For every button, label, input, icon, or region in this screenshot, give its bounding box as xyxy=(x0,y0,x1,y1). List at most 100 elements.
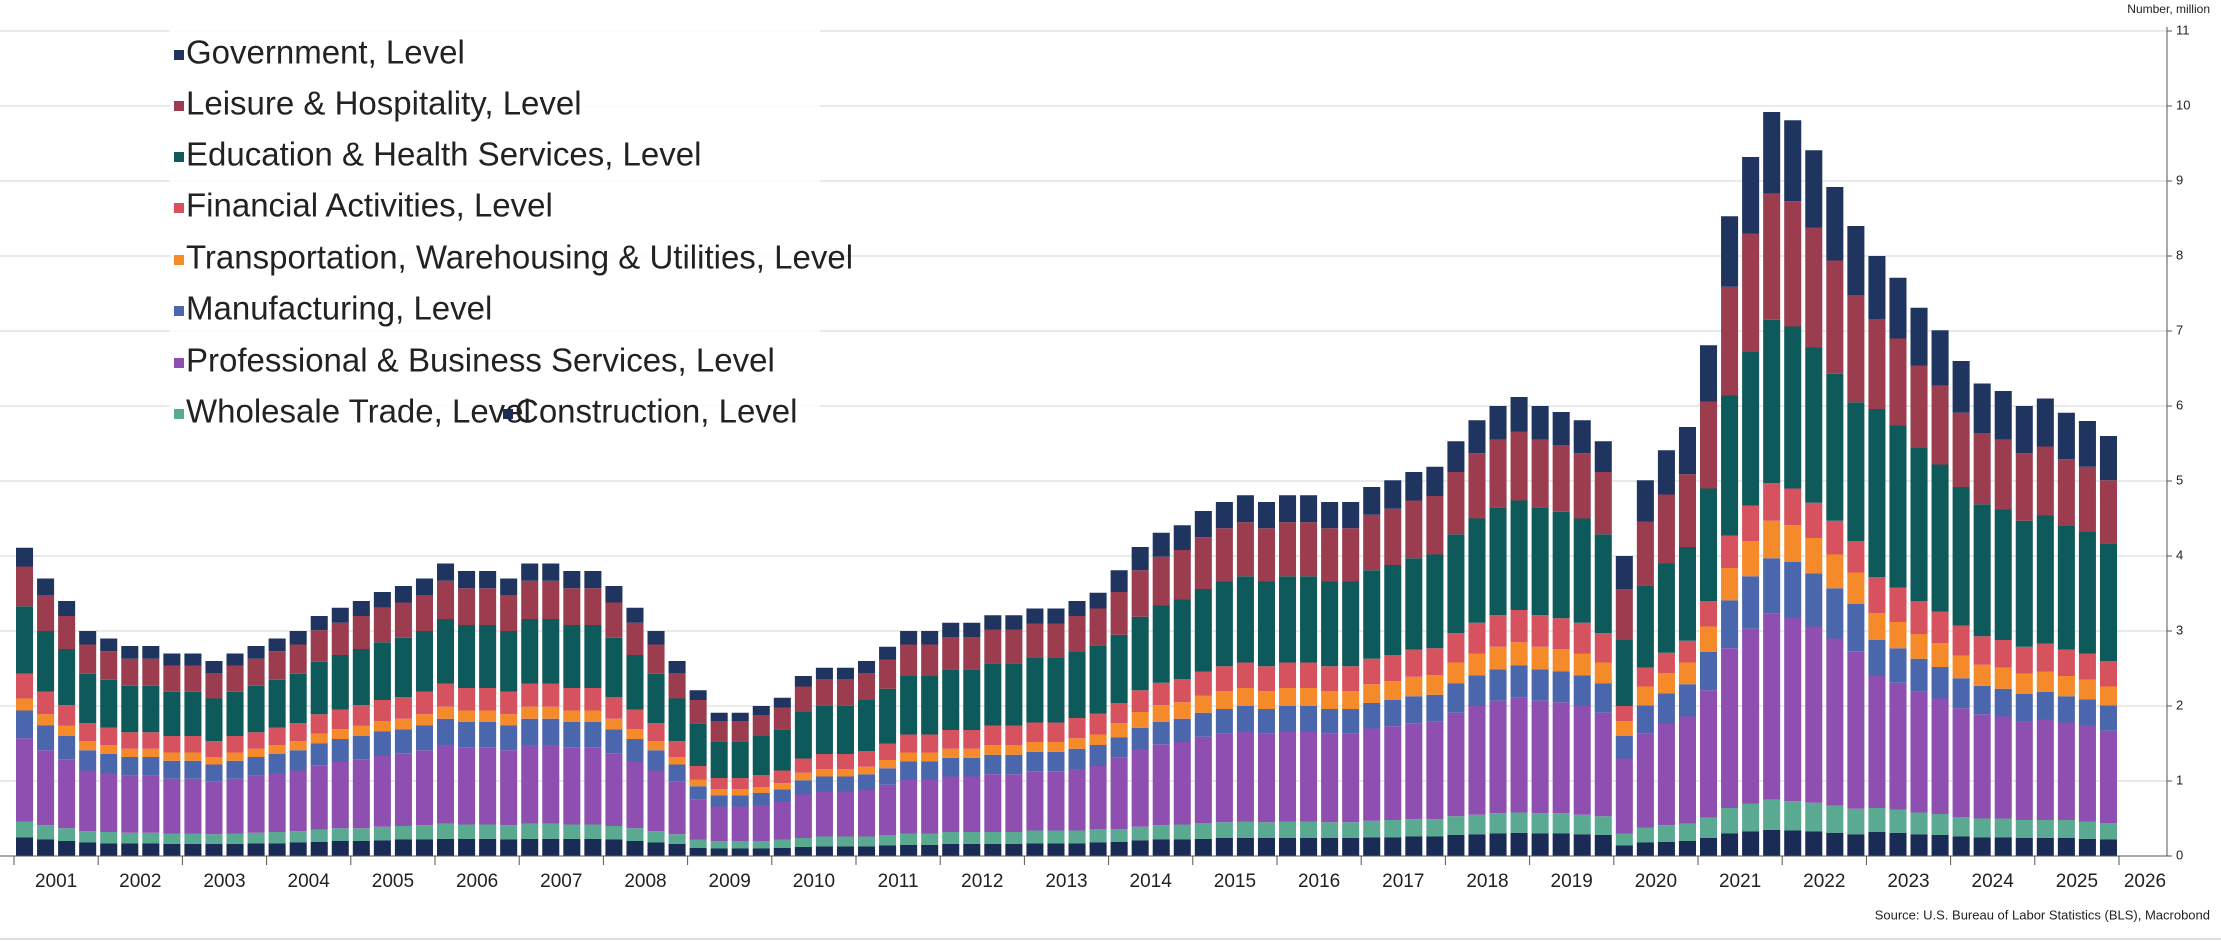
bar-segment xyxy=(1236,662,1254,688)
bar-segment xyxy=(963,757,981,777)
bar-segment xyxy=(1026,623,1044,658)
bar-segment xyxy=(942,832,960,844)
bar-segment xyxy=(1468,518,1486,623)
bar-segment xyxy=(1279,522,1297,577)
bar-segment xyxy=(1131,690,1149,712)
bar-segment xyxy=(1152,744,1170,826)
bar-segment xyxy=(310,630,328,662)
bar-segment xyxy=(394,697,412,719)
bar-segment xyxy=(1300,576,1318,663)
bar-segment xyxy=(1594,712,1612,817)
bar-segment xyxy=(1110,703,1128,724)
bar-segment xyxy=(542,563,560,581)
bar-segment xyxy=(1489,700,1507,814)
legend-swatch xyxy=(174,152,184,162)
bar-segment xyxy=(1300,731,1318,822)
bar-segment xyxy=(773,697,791,708)
bar-segment xyxy=(1279,495,1297,523)
bar-segment xyxy=(163,752,181,761)
bar-segment xyxy=(605,637,623,697)
bar-segment xyxy=(268,727,286,745)
bar-segment xyxy=(1763,193,1781,320)
bar-segment xyxy=(963,730,981,749)
bar-segment xyxy=(184,665,202,692)
bar-segment xyxy=(752,775,770,787)
bar-segment xyxy=(437,706,455,719)
bar-segment xyxy=(352,705,370,726)
bar-segment xyxy=(689,700,707,724)
bar-segment xyxy=(1763,112,1781,194)
bar-segment xyxy=(1721,216,1739,287)
bar-segment xyxy=(2099,661,2117,687)
bar-segment xyxy=(1510,397,1528,432)
bar-segment xyxy=(1173,718,1191,742)
bar-segment xyxy=(710,778,728,790)
bar-segment xyxy=(1489,615,1507,647)
bar-segment xyxy=(415,750,433,826)
bar-segment xyxy=(205,757,223,765)
bar-segment xyxy=(1700,690,1718,818)
bar-segment xyxy=(942,669,960,730)
bar-segment xyxy=(1531,439,1549,508)
bar-segment xyxy=(1110,737,1128,758)
y-tick-label: 0 xyxy=(2176,847,2183,862)
bar-segment xyxy=(1321,838,1339,856)
bar-segment xyxy=(479,688,497,711)
bar-segment xyxy=(1447,835,1465,856)
bar-segment xyxy=(1173,742,1191,825)
bar-segment xyxy=(352,841,370,856)
bar-segment xyxy=(1131,840,1149,856)
bar-segment xyxy=(352,601,370,616)
bar-segment xyxy=(1384,700,1402,727)
bar-segment xyxy=(1447,472,1465,535)
bar-segment xyxy=(731,806,749,841)
bar-segment xyxy=(1489,507,1507,616)
bar-segment xyxy=(500,631,518,692)
bar-segment xyxy=(815,754,833,769)
bar-segment xyxy=(331,828,349,841)
bar-segment xyxy=(984,774,1002,832)
bar-segment xyxy=(1931,330,1949,386)
bar-segment xyxy=(794,686,812,712)
bar-segment xyxy=(1784,120,1802,202)
bar-segment xyxy=(458,747,476,825)
bar-segment xyxy=(1594,662,1612,684)
bar-segment xyxy=(1321,528,1339,582)
bar-segment xyxy=(458,824,476,839)
bar-segment xyxy=(1889,832,1907,856)
bar-segment xyxy=(331,729,349,739)
bar-segment xyxy=(1931,611,1949,643)
bar-segment xyxy=(2099,705,2117,731)
bar-segment xyxy=(2036,398,2054,447)
bar-segment xyxy=(373,700,391,721)
bar-segment xyxy=(584,721,602,748)
bar-segment xyxy=(668,661,686,673)
bar-segment xyxy=(1636,733,1654,828)
bar-segment xyxy=(1573,675,1591,706)
x-tick-label: 2009 xyxy=(709,871,751,892)
bar-segment xyxy=(1342,666,1360,691)
bar-segment xyxy=(331,709,349,730)
bar-segment xyxy=(247,843,265,856)
bar-segment xyxy=(1784,562,1802,618)
bar-segment xyxy=(1257,822,1275,838)
bar-segment xyxy=(1531,669,1549,701)
bar-segment xyxy=(226,691,244,736)
bar-segment xyxy=(373,826,391,841)
x-tick-label: 2022 xyxy=(1803,871,1845,892)
bar-segment xyxy=(1594,835,1612,856)
bar-segment xyxy=(352,759,370,829)
bar-segment xyxy=(1657,841,1675,856)
bar-segment xyxy=(626,761,644,829)
bar-segment xyxy=(1573,706,1591,815)
legend-label: Professional & Business Services, Level xyxy=(186,342,775,379)
bar-segment xyxy=(2057,722,2075,820)
bar-segment xyxy=(752,715,770,736)
bar-segment xyxy=(1847,572,1865,604)
bar-segment xyxy=(1405,649,1423,677)
bar-segment xyxy=(1700,401,1718,489)
bar-segment xyxy=(1384,565,1402,655)
bar-segment xyxy=(879,688,897,744)
bar-segment xyxy=(2015,820,2033,838)
bar-segment xyxy=(1636,827,1654,843)
